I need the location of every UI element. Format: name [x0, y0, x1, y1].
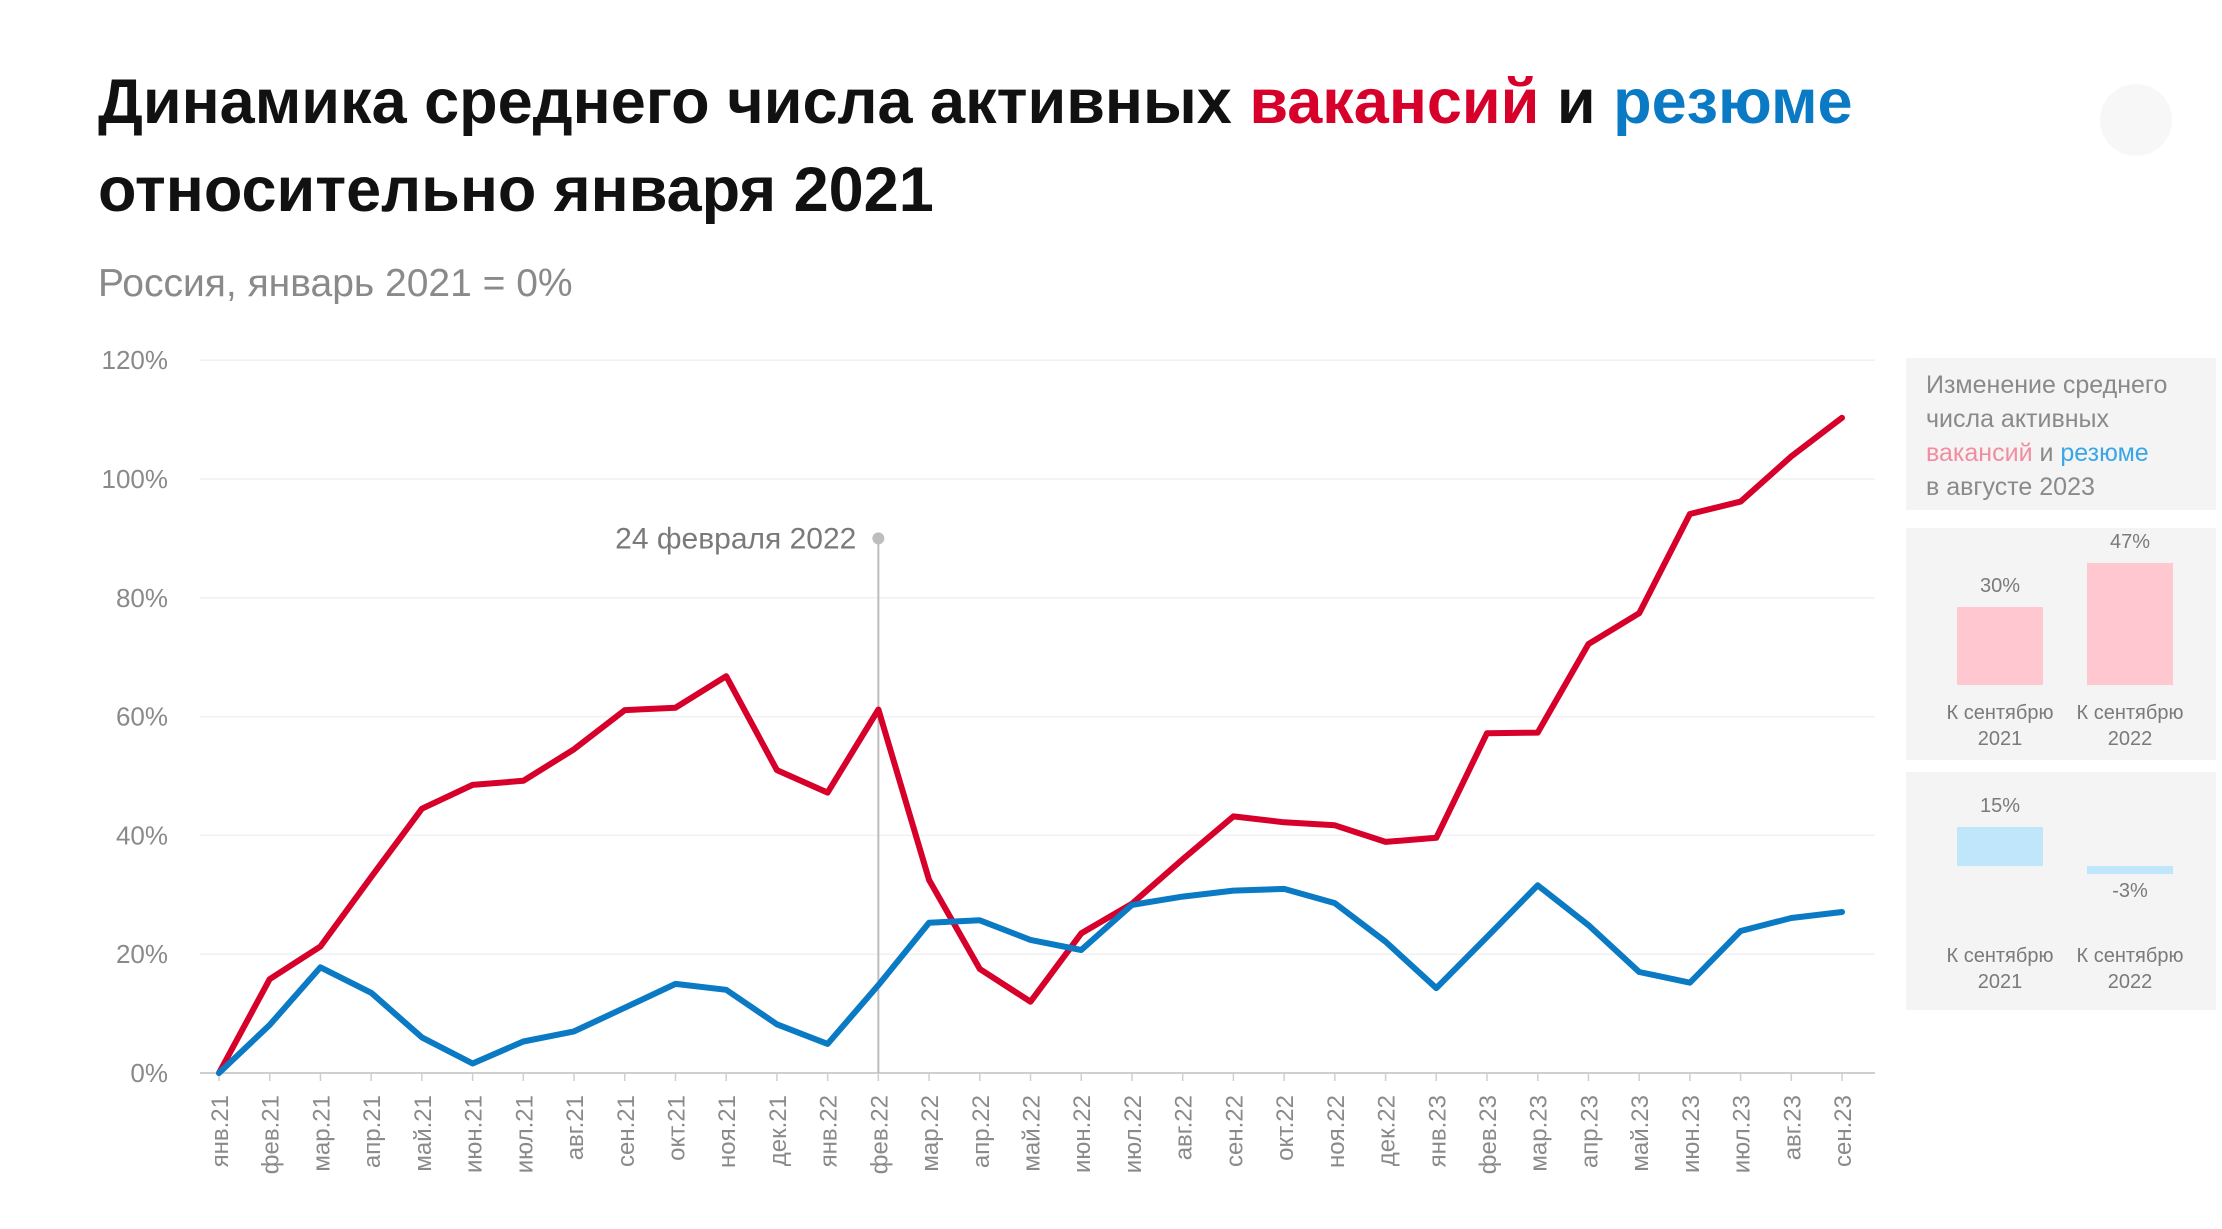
- x-tick-label: июл.22: [1120, 1095, 1147, 1173]
- x-tick-label: мар.23: [1526, 1095, 1553, 1172]
- mini-bar-value-label: 47%: [2109, 530, 2151, 553]
- y-axis-ticks: 0% 20% 40% 60% 80% 100% 120%: [102, 345, 169, 1088]
- title-line2: относительно января 2021: [98, 155, 934, 225]
- side-panel-title: Изменение среднего числа активных ваканс…: [1926, 368, 2216, 504]
- mini-bar-category-label: К сентябрю 2021: [1946, 945, 2054, 993]
- line-chart: 0% 20% 40% 60% 80% 100% 120% янв.21 фев.21 мар.2…: [102, 345, 1875, 1174]
- mini-bar-value-label: 15%: [1979, 795, 2021, 817]
- side-panel-resumes-box: [1906, 772, 2216, 1010]
- title-vacancies: вакансий: [1249, 67, 1540, 137]
- x-tick-label: сен.21: [613, 1095, 640, 1167]
- side-title-and: и: [2032, 439, 2061, 467]
- x-tick-label: июн.23: [1678, 1095, 1705, 1173]
- x-tick-label: май.21: [410, 1095, 437, 1172]
- x-tick-label: сен.23: [1830, 1095, 1857, 1167]
- mini-bar: [1957, 607, 2043, 685]
- x-tick-label: ноя.22: [1323, 1095, 1350, 1168]
- x-tick-label: фев.21: [258, 1095, 285, 1174]
- x-tick-label: янв.21: [207, 1095, 234, 1167]
- mini-bar-category-label: К сентябрю 2022: [2076, 702, 2184, 750]
- mini-bar-category-label: К сентябрю 2021: [1946, 702, 2054, 750]
- chart-subtitle: Россия, январь 2021 = 0%: [98, 262, 573, 305]
- series-line-resumes: [216, 882, 1845, 1076]
- y-tick-label: 80%: [116, 583, 168, 613]
- x-tick-label: авг.23: [1779, 1095, 1806, 1160]
- chart-title: Динамика среднего числа активных ваканси…: [98, 58, 1998, 234]
- x-tick-label: апр.21: [359, 1095, 386, 1168]
- x-tick-label: янв.23: [1424, 1095, 1451, 1167]
- x-tick-label: мар.22: [917, 1095, 944, 1172]
- annotation-label: 24 февраля 2022: [615, 522, 856, 555]
- logo-icon: [2100, 84, 2172, 156]
- grid-layer: [200, 359, 1875, 1074]
- x-tick-label: авг.22: [1171, 1095, 1198, 1160]
- mini-bar: [2087, 562, 2173, 685]
- title-resumes: резюме: [1613, 67, 1853, 137]
- y-tick-label: 100%: [102, 464, 169, 494]
- x-tick-label: авг.21: [562, 1095, 589, 1160]
- series-layer: [216, 414, 1845, 1076]
- x-tick-label: сен.22: [1221, 1095, 1248, 1167]
- x-tick-label: дек.22: [1374, 1095, 1401, 1166]
- x-tick-label: фев.23: [1475, 1095, 1502, 1174]
- x-tick-label: дек.21: [765, 1095, 792, 1166]
- mini-bar-value-label: -3%: [2112, 880, 2148, 902]
- x-tick-label: июн.22: [1069, 1095, 1096, 1173]
- x-tick-label: июл.21: [511, 1095, 538, 1173]
- title-part1: Динамика среднего числа активных: [98, 67, 1250, 137]
- side-title-resumes: резюме: [2060, 439, 2149, 467]
- side-title-vacancies: вакансий: [1926, 439, 2033, 467]
- mini-bar: [1957, 827, 2043, 866]
- x-tick-label: апр.22: [968, 1095, 995, 1168]
- series-line-vacancies: [216, 414, 1845, 1076]
- x-axis-ticks: янв.21 фев.21 мар.21 апр.21 май.21 июн.21 июл.…: [207, 1073, 1857, 1174]
- x-tick-label: июн.21: [461, 1095, 488, 1173]
- x-tick-label: окт.21: [663, 1095, 690, 1161]
- x-tick-label: янв.22: [816, 1095, 843, 1167]
- x-tick-label: фев.22: [866, 1095, 893, 1174]
- y-tick-label: 0%: [130, 1058, 168, 1088]
- annotation-layer: 24 февраля 2022: [615, 522, 885, 1073]
- x-tick-label: май.23: [1627, 1095, 1654, 1172]
- x-tick-label: мар.21: [308, 1095, 335, 1172]
- x-tick-label: июл.23: [1729, 1095, 1756, 1173]
- x-tick-label: май.22: [1019, 1095, 1046, 1172]
- mini-bar-value-label: 30%: [1979, 575, 2021, 597]
- mini-bar: [2087, 866, 2173, 874]
- y-tick-label: 60%: [116, 702, 168, 732]
- side-panel-title-box: [1906, 358, 2216, 510]
- y-tick-label: 20%: [116, 939, 168, 969]
- mini-bar-category-label: К сентябрю 2022: [2076, 945, 2184, 993]
- x-tick-label: апр.23: [1576, 1095, 1603, 1168]
- side-title-line2: числа активных: [1926, 405, 2110, 433]
- side-title-line4: в августе 2023: [1926, 473, 2095, 501]
- side-title-line1: Изменение среднего: [1926, 371, 2168, 399]
- annotation-dot: [872, 532, 885, 545]
- title-and: и: [1539, 67, 1614, 137]
- y-tick-label: 40%: [116, 820, 168, 850]
- y-tick-label: 120%: [102, 345, 169, 375]
- x-tick-label: ноя.21: [714, 1095, 741, 1168]
- x-tick-label: окт.22: [1272, 1095, 1299, 1161]
